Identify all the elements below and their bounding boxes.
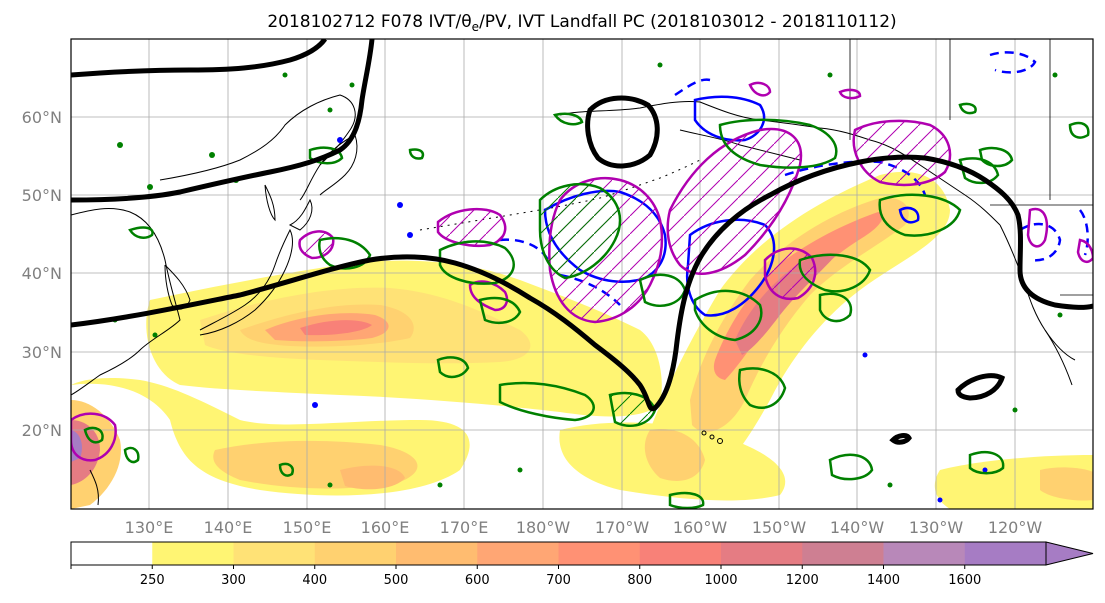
colorbar-extend-arrow <box>1045 541 1094 566</box>
colorbar-tick-label: 1400 <box>867 573 900 588</box>
colorbar-segment <box>71 542 153 565</box>
lon-label-170w: 170°W <box>595 518 650 537</box>
lon-label-170e: 170°E <box>440 518 489 537</box>
map-layers <box>71 39 1093 509</box>
lon-label-130e: 130°E <box>125 518 174 537</box>
lon-label-160w: 160°W <box>673 518 728 537</box>
lat-label-20: 20°N <box>22 421 62 440</box>
ivt-south-west-3 <box>340 465 405 490</box>
lat-label-60: 60°N <box>22 108 62 127</box>
colorbar-segment <box>639 542 722 565</box>
theta-e-contours <box>71 39 1093 445</box>
ivt-sw-corner-3 <box>71 430 82 462</box>
colorbar-tick-label: 600 <box>465 573 490 588</box>
colorbar-segment <box>964 542 1047 565</box>
colorbar-tick-label: 500 <box>384 573 409 588</box>
figure-title: 2018102712 F078 IVT/θe/PV, IVT Landfall … <box>267 12 896 34</box>
colorbar-tick-label: 700 <box>546 573 571 588</box>
colorbar-segment <box>152 542 234 565</box>
lat-label-40: 40°N <box>22 264 62 283</box>
lon-label-140e: 140°E <box>204 518 253 537</box>
colorbar-tick-label: 300 <box>221 573 246 588</box>
colorbar-tick-label: 250 <box>140 573 165 588</box>
lon-label-150e: 150°E <box>283 518 332 537</box>
colorbar-segment <box>396 542 478 565</box>
colorbar-segment <box>558 542 641 565</box>
ivt-south-east-2 <box>1040 467 1093 501</box>
colorbar-ticks: 250 300 400 500 600 700 800 1000 1200 1400 1600 <box>70 565 981 588</box>
colorbar-tick-label: 1600 <box>948 573 981 588</box>
colorbar-segment <box>883 542 966 565</box>
colorbar-segment <box>314 542 397 565</box>
lon-label-160e: 160°E <box>361 518 410 537</box>
colorbar-tick-label: 1000 <box>704 573 737 588</box>
colorbar <box>70 541 1094 566</box>
lon-label-150w: 150°W <box>752 518 807 537</box>
pc-negative-dots <box>312 137 988 503</box>
map-frame <box>70 38 1094 510</box>
colorbar-tick-label: 1200 <box>786 573 819 588</box>
ivt-core-west-2 <box>300 320 372 336</box>
lon-label-140w: 140°W <box>830 518 885 537</box>
pv-dots <box>112 62 1063 488</box>
lon-labels: 130°E 140°E 150°E 160°E 170°E 180°W 170°… <box>125 518 1043 537</box>
colorbar-segment <box>233 542 316 565</box>
lat-label-50: 50°N <box>22 186 62 205</box>
lon-label-120w: 120°W <box>988 518 1043 537</box>
colorbar-segment <box>721 542 803 565</box>
lon-label-180w: 180°W <box>516 518 571 537</box>
colorbar-segment <box>802 542 884 565</box>
lon-label-130w: 130°W <box>909 518 964 537</box>
colorbar-tick-label: 800 <box>627 573 652 588</box>
ivt-plume-ne-2 <box>690 197 909 432</box>
colorbar-segment <box>477 542 559 565</box>
ivt-central-south-2 <box>644 429 705 481</box>
lat-label-30: 30°N <box>22 343 62 362</box>
lat-labels: 60°N 50°N 40°N 30°N 20°N <box>22 108 62 440</box>
colorbar-tick-label: 400 <box>302 573 327 588</box>
